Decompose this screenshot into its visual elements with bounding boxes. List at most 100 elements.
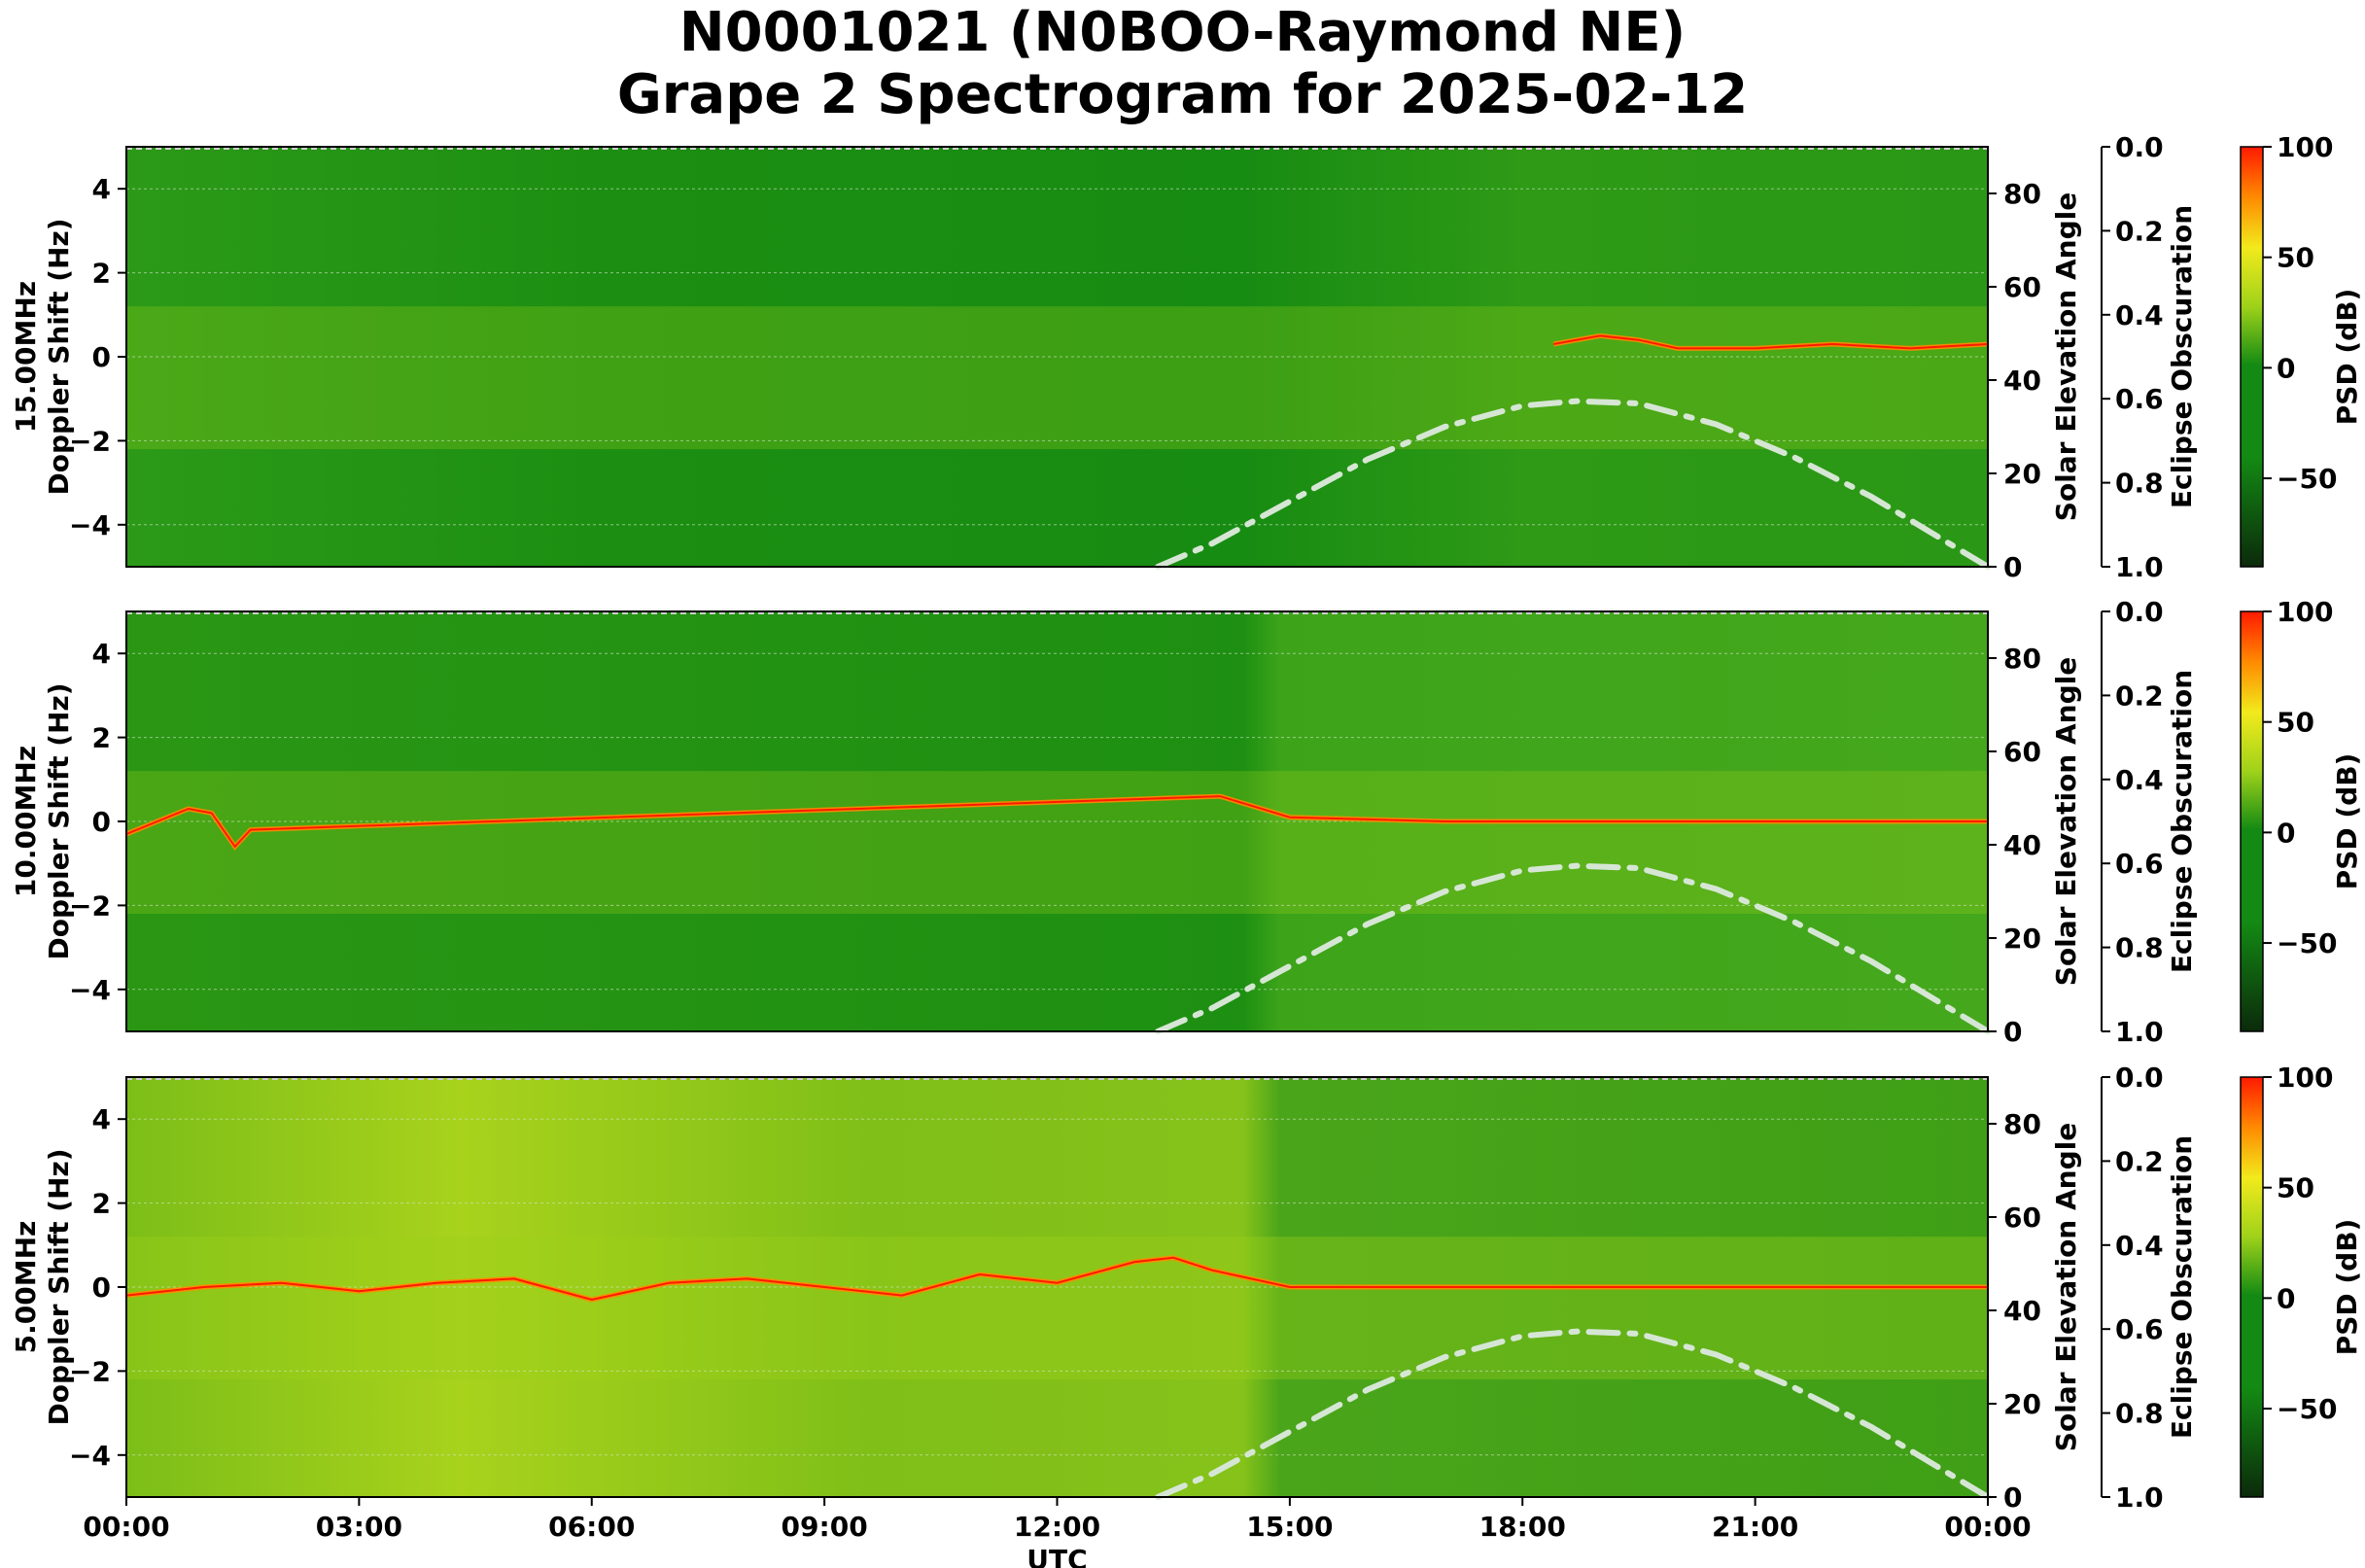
eclipse-tick-label: 0.6 [2115, 1313, 2164, 1345]
eclipse-tick-label: 0.8 [2115, 932, 2164, 964]
signal-spread-band [126, 771, 1988, 915]
solar-tick-label: 0 [2003, 551, 2022, 583]
solar-tick-label: 40 [2003, 1295, 2041, 1327]
colorbar-tick-label: 100 [2277, 1062, 2333, 1094]
colorbar-tick-label: −50 [2277, 927, 2337, 959]
band-label: 15.00MHz [10, 281, 42, 433]
y-axis-label: 10.00MHzDoppler Shift (Hz) [10, 682, 75, 959]
solar-elevation-curve [1155, 862, 1991, 1034]
y-tick-label: 2 [92, 722, 111, 754]
solar-tick-label: 60 [2003, 736, 2041, 768]
solar-tick-label: 0 [2003, 1481, 2022, 1514]
x-tick-label: 00:00 [1944, 1511, 2031, 1543]
colorbar-tick-label: 0 [2277, 1282, 2295, 1314]
x-tick-label: 03:00 [316, 1511, 402, 1543]
colorbar-tick-label: −50 [2277, 1393, 2337, 1425]
solar-tick-label: 40 [2003, 365, 2041, 397]
eclipse-tick-label: 1.0 [2115, 551, 2164, 583]
carrier-trace-core [125, 795, 1988, 849]
band-label: 5.00MHz [10, 1221, 42, 1354]
y-tick-label: −2 [69, 425, 111, 457]
solar-tick-label: 40 [2003, 829, 2041, 861]
solar-tick-label: 80 [2003, 178, 2041, 210]
eclipse-tick-label: 0.4 [2115, 1230, 2164, 1262]
colorbar-tick-label: 100 [2277, 596, 2333, 628]
eclipse-axis-label: Eclipse Obscuration [2166, 205, 2198, 508]
x-tick-label: 18:00 [1479, 1511, 1566, 1543]
signal-spread-band [126, 1237, 1988, 1380]
y-tick-label: 4 [92, 638, 111, 670]
y-tick-label: −4 [69, 509, 111, 541]
solar-elevation-curve [1155, 398, 1991, 570]
colorbar-tick-label: 0 [2277, 817, 2295, 849]
solar-axis-label: Solar Elevation Angle [2050, 1123, 2082, 1451]
solar-tick-label: 20 [2003, 1388, 2041, 1420]
x-tick-label: 00:00 [83, 1511, 169, 1543]
doppler-label: Doppler Shift (Hz) [43, 218, 75, 495]
y-tick-label: 0 [92, 806, 111, 838]
solar-tick-label: 60 [2003, 271, 2041, 303]
y-axis-label: 15.00MHzDoppler Shift (Hz) [10, 218, 75, 495]
chart-title-line-2: Grape 2 Spectrogram for 2025-02-12 [616, 63, 1749, 126]
x-tick-label: 06:00 [548, 1511, 635, 1543]
eclipse-tick-label: 1.0 [2115, 1016, 2164, 1048]
colorbar-label: PSD (dB) [2331, 289, 2363, 426]
solar-tick-label: 60 [2003, 1202, 2041, 1234]
colorbar [2240, 610, 2264, 1032]
x-tick-label: 21:00 [1712, 1511, 1798, 1543]
eclipse-tick-label: 0.8 [2115, 1398, 2164, 1430]
colorbar-label: PSD (dB) [2331, 753, 2363, 890]
y-tick-label: 0 [92, 1272, 111, 1304]
y-tick-label: −4 [69, 1440, 111, 1472]
x-tick-label: 15:00 [1246, 1511, 1333, 1543]
doppler-label: Doppler Shift (Hz) [43, 1148, 75, 1425]
y-tick-label: −4 [69, 974, 111, 1006]
y-tick-label: −2 [69, 1355, 111, 1387]
band-label: 10.00MHz [10, 746, 42, 897]
x-tick-label: 09:00 [782, 1511, 868, 1543]
eclipse-tick-label: 0.0 [2115, 1062, 2164, 1094]
colorbar-label: PSD (dB) [2331, 1219, 2363, 1356]
eclipse-tick-label: 0.2 [2115, 215, 2164, 247]
carrier-trace-core [125, 1256, 1988, 1302]
solar-elevation-curve [1155, 1328, 1991, 1500]
signal-spread-band [126, 306, 1988, 450]
eclipse-tick-label: 0.2 [2115, 679, 2164, 712]
colorbar [2240, 146, 2264, 568]
eclipse-tick-label: 1.0 [2115, 1481, 2164, 1514]
eclipse-axis-label: Eclipse Obscuration [2166, 1135, 2198, 1439]
colorbar-tick-label: 50 [2277, 1172, 2314, 1204]
eclipse-tick-label: 0.6 [2115, 383, 2164, 415]
eclipse-axis-label: Eclipse Obscuration [2166, 670, 2198, 973]
y-tick-label: −2 [69, 889, 111, 922]
y-tick-label: 4 [92, 1103, 111, 1135]
solar-tick-label: 80 [2003, 643, 2041, 675]
doppler-label: Doppler Shift (Hz) [43, 682, 75, 959]
eclipse-tick-label: 0.0 [2115, 596, 2164, 628]
panel-10-00mhz: 420−2−410.00MHzDoppler Shift (Hz)0204060… [10, 596, 2363, 1048]
chart-title-line-1: N0001021 (N0BOO-Raymond NE) [678, 1, 1687, 64]
eclipse-tick-label: 0.0 [2115, 131, 2164, 163]
solar-axis-label: Solar Elevation Angle [2050, 192, 2082, 521]
x-tick-label: 12:00 [1014, 1511, 1100, 1543]
eclipse-tick-label: 0.4 [2115, 764, 2164, 796]
y-tick-label: 2 [92, 1188, 111, 1220]
solar-axis-label: Solar Elevation Angle [2050, 657, 2082, 986]
solar-tick-label: 20 [2003, 458, 2041, 490]
solar-tick-label: 0 [2003, 1016, 2022, 1048]
eclipse-tick-label: 0.2 [2115, 1145, 2164, 1177]
colorbar [2240, 1076, 2264, 1498]
eclipse-tick-label: 0.6 [2115, 848, 2164, 880]
y-tick-label: 0 [92, 341, 111, 373]
eclipse-tick-label: 0.8 [2115, 468, 2164, 500]
colorbar-tick-label: −50 [2277, 463, 2337, 495]
solar-tick-label: 80 [2003, 1108, 2041, 1140]
y-axis-label: 5.00MHzDoppler Shift (Hz) [10, 1148, 75, 1425]
y-tick-label: 2 [92, 258, 111, 290]
colorbar-tick-label: 100 [2277, 131, 2333, 163]
y-tick-label: 4 [92, 173, 111, 205]
panel-5-00mhz: 420−2−45.00MHzDoppler Shift (Hz)02040608… [10, 1062, 2363, 1514]
panel-15-00mhz: 420−2−415.00MHzDoppler Shift (Hz)0204060… [10, 131, 2363, 583]
x-axis-label: UTC [1026, 1544, 1087, 1568]
